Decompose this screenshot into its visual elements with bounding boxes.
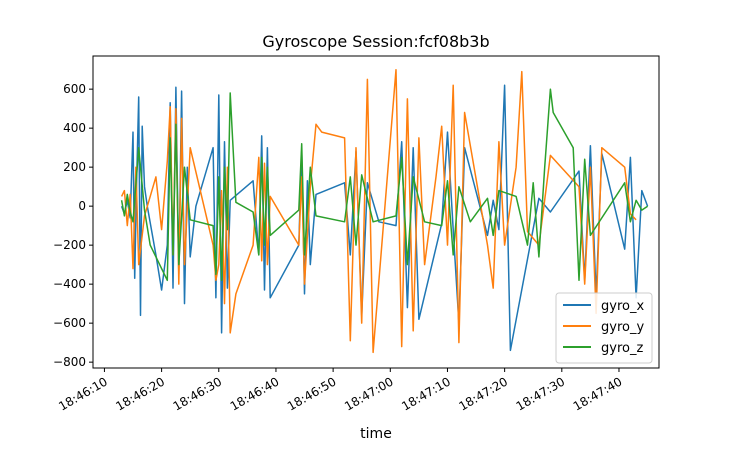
y-tick-label: 600 bbox=[63, 82, 86, 96]
chart-title: Gyroscope Session:fcf08b3b bbox=[262, 32, 489, 51]
legend-label-gyro-x: gyro_x bbox=[601, 299, 644, 314]
x-axis-label: time bbox=[360, 426, 392, 442]
y-tick-label: −600 bbox=[53, 316, 86, 330]
legend-box bbox=[555, 292, 653, 364]
legend-label-gyro-y: gyro_y bbox=[601, 320, 644, 335]
y-tick-label: −800 bbox=[53, 355, 86, 369]
y-axis: −800 −600 −400 −200 0 200 400 600 bbox=[53, 82, 93, 369]
y-tick-label: −400 bbox=[53, 277, 86, 291]
y-tick-label: 200 bbox=[63, 160, 86, 174]
plot-frame bbox=[92, 55, 660, 369]
y-tick-label: −200 bbox=[53, 238, 86, 252]
series-line-gyro-z bbox=[120, 88, 649, 282]
legend-label-gyro-z: gyro_z bbox=[601, 341, 643, 356]
series-layer bbox=[120, 68, 649, 354]
y-tick-label: 0 bbox=[78, 199, 86, 213]
legend: gyro_x gyro_y gyro_z bbox=[555, 292, 653, 364]
y-tick-label: 400 bbox=[63, 121, 86, 135]
